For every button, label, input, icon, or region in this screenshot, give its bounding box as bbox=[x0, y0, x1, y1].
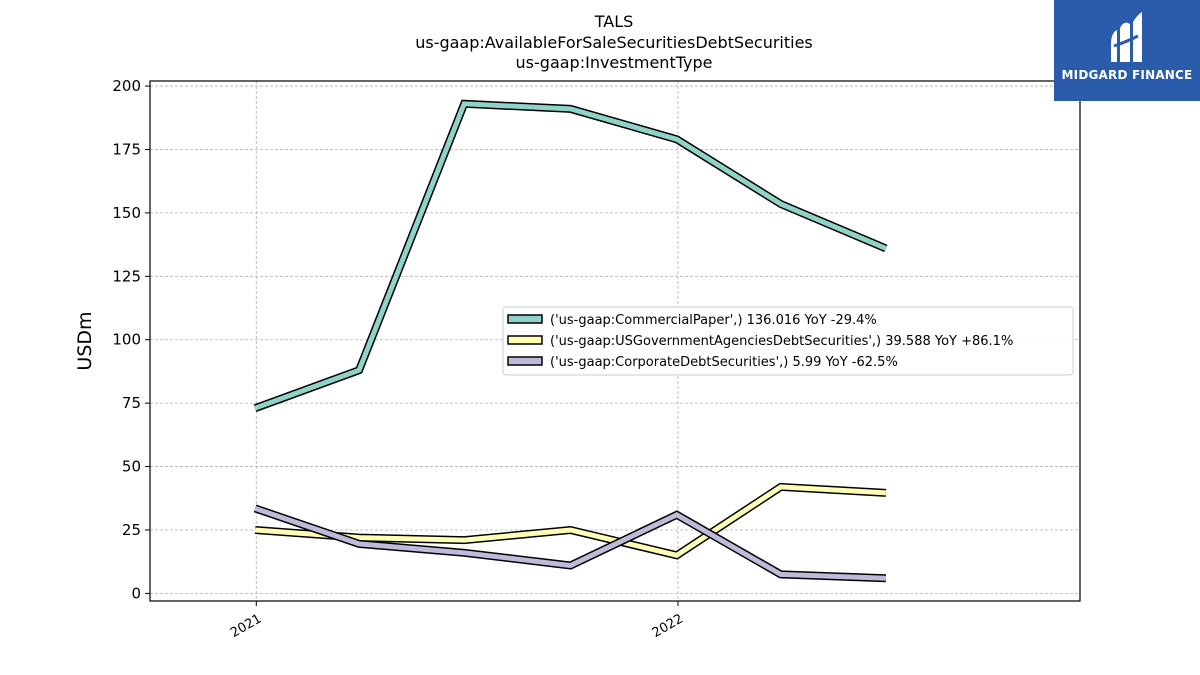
series-line-2 bbox=[254, 506, 886, 581]
series-line-0 bbox=[254, 101, 887, 411]
chart-title-line-3: us-gaap:InvestmentType bbox=[516, 53, 713, 72]
plot-area-frame bbox=[149, 80, 1081, 602]
series-lines bbox=[253, 99, 888, 583]
chart-title-line-2: us-gaap:AvailableForSaleSecuritiesDebtSe… bbox=[415, 33, 813, 52]
chart-title-line-1: TALS bbox=[594, 12, 634, 31]
legend-entry-2: ('us-gaap:CorporateDebtSecurities',) 5.9… bbox=[550, 355, 898, 370]
midgard-finance-logo: MIDGARD FINANCE bbox=[1054, 0, 1200, 101]
legend-box bbox=[502, 306, 1074, 376]
legend-swatch-0 bbox=[507, 314, 543, 324]
y-tick-label: 200 bbox=[112, 77, 141, 95]
legend-swatch-1 bbox=[507, 335, 543, 345]
y-tick-label: 50 bbox=[122, 458, 141, 476]
logo-text: MIDGARD FINANCE bbox=[1061, 68, 1193, 82]
y-axis-label: USDm bbox=[74, 311, 96, 370]
midgard-logo-icon bbox=[1111, 12, 1142, 63]
legend-swatch-2 bbox=[507, 356, 543, 366]
y-tick-label: 125 bbox=[112, 267, 141, 285]
y-tick-label: 0 bbox=[131, 584, 141, 602]
y-tick-label: 150 bbox=[112, 204, 141, 222]
y-tick-label: 100 bbox=[112, 331, 141, 349]
x-tick-label: 2022 bbox=[650, 611, 686, 641]
y-axis-ticks: 0 25 50 75 100 125 150 175 200 bbox=[112, 77, 150, 602]
y-tick-label: 75 bbox=[122, 394, 141, 412]
series-line-1 bbox=[254, 484, 887, 558]
legend-entry-0: ('us-gaap:CommercialPaper',) 136.016 YoY… bbox=[550, 313, 877, 328]
chart-title: TALS us-gaap:AvailableForSaleSecuritiesD… bbox=[415, 12, 813, 72]
legend-entry-1: ('us-gaap:USGovernmentAgenciesDebtSecuri… bbox=[550, 334, 1013, 349]
y-tick-label: 25 bbox=[122, 521, 141, 539]
x-axis-ticks: 2021 2022 bbox=[228, 601, 686, 641]
legend: ('us-gaap:CommercialPaper',) 136.016 YoY… bbox=[502, 306, 1074, 376]
x-tick-label: 2021 bbox=[228, 611, 264, 641]
series-outline-1 bbox=[254, 482, 887, 560]
y-tick-label: 175 bbox=[112, 140, 141, 158]
